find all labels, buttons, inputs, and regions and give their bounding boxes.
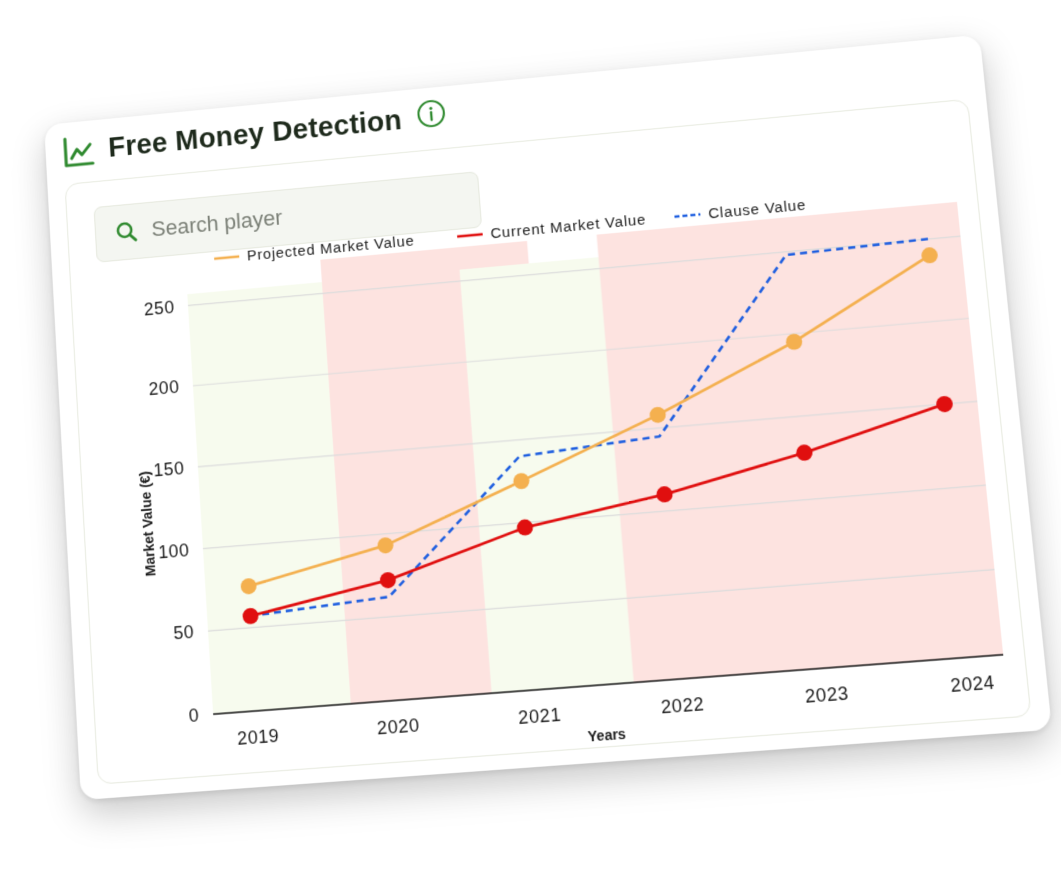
y-tick-label: 0	[188, 705, 200, 726]
y-tick-label: 50	[173, 622, 195, 644]
x-tick-label: 2024	[949, 672, 995, 697]
y-tick-label: 150	[153, 458, 185, 481]
x-tick-label: 2023	[804, 683, 850, 707]
market-value-chart: 0 50 100 150 200 250 2019 2020 2021 2022 2023 2024 Y…	[66, 100, 1031, 784]
page-title: Free Money Detection	[107, 105, 402, 165]
info-icon[interactable]	[416, 98, 447, 130]
x-axis-title: Years	[587, 726, 627, 745]
x-tick-label: 2020	[376, 715, 420, 739]
band-red-3	[597, 202, 1004, 683]
y-tick-label: 200	[148, 377, 180, 400]
legend-swatch	[214, 256, 239, 258]
y-tick-label: 250	[143, 297, 175, 320]
x-tick-label: 2022	[660, 693, 705, 717]
chart-panel: 0 50 100 150 200 250 2019 2020 2021 2022 2023 2024 Y…	[65, 99, 1032, 785]
legend-swatch	[457, 234, 483, 236]
y-axis-title: Market Value (€)	[137, 471, 158, 577]
y-tick-label: 100	[158, 539, 190, 562]
x-tick-label: 2021	[518, 704, 562, 728]
legend-swatch	[674, 214, 700, 216]
line-chart-icon	[62, 133, 96, 168]
free-money-card: Free Money Detection 0 50 100 150 200 250 2019…	[44, 35, 1052, 801]
x-tick-label: 2019	[237, 725, 280, 749]
